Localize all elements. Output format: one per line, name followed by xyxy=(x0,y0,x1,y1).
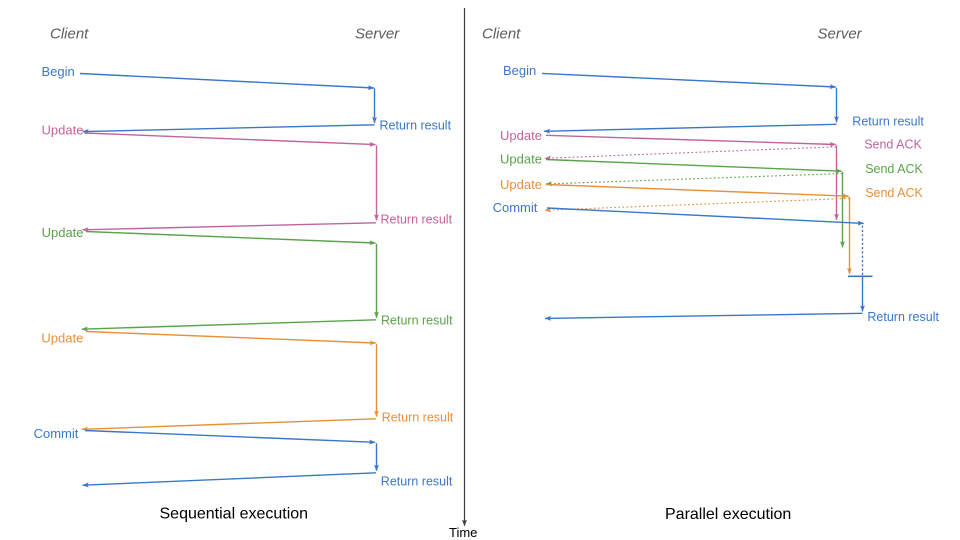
svg-text:Send ACK: Send ACK xyxy=(865,186,923,200)
svg-text:Client: Client xyxy=(50,26,89,43)
svg-text:Update: Update xyxy=(500,177,542,192)
svg-text:Send ACK: Send ACK xyxy=(864,137,922,151)
svg-text:Parallel execution: Parallel execution xyxy=(665,506,791,523)
svg-text:Begin: Begin xyxy=(42,64,75,79)
svg-text:Server: Server xyxy=(818,26,863,43)
svg-text:Update: Update xyxy=(500,128,542,143)
svg-text:Return result: Return result xyxy=(382,410,454,424)
svg-text:Update: Update xyxy=(42,123,84,138)
svg-text:Update: Update xyxy=(41,330,83,345)
svg-text:Return result: Return result xyxy=(380,119,452,133)
svg-text:Return result: Return result xyxy=(381,313,453,327)
svg-text:Update: Update xyxy=(42,225,84,240)
svg-text:Update: Update xyxy=(500,152,542,167)
svg-text:Begin: Begin xyxy=(503,63,536,78)
svg-text:Return result: Return result xyxy=(381,213,453,227)
svg-text:Sequential execution: Sequential execution xyxy=(160,506,309,523)
svg-text:Return result: Return result xyxy=(381,474,453,488)
svg-text:Send ACK: Send ACK xyxy=(865,162,923,176)
svg-text:Server: Server xyxy=(355,26,400,43)
svg-text:Client: Client xyxy=(482,26,521,43)
svg-text:Commit: Commit xyxy=(34,426,79,441)
svg-text:Time: Time xyxy=(449,525,477,540)
svg-text:Return result: Return result xyxy=(852,114,924,128)
svg-text:Return result: Return result xyxy=(867,310,939,324)
svg-text:Commit: Commit xyxy=(493,200,538,215)
